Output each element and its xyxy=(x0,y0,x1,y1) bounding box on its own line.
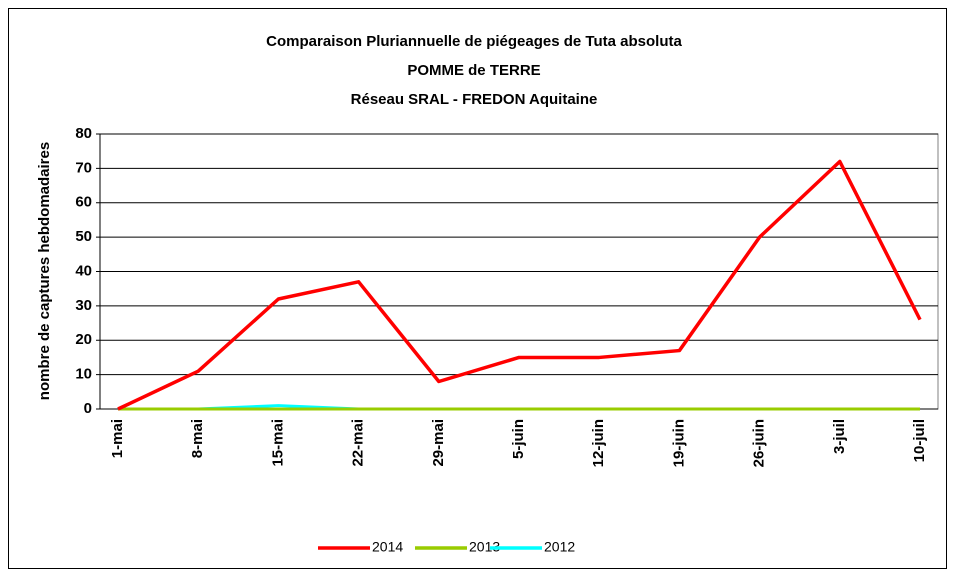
y-tick-label: 30 xyxy=(75,297,92,314)
x-tick-label: 12-juin xyxy=(590,419,607,467)
x-tick-label: 26-juin xyxy=(751,419,768,467)
chart-title: Réseau SRAL - FREDON Aquitaine xyxy=(351,91,598,108)
x-tick-label: 29-mai xyxy=(430,419,447,467)
x-tick-label: 10-juil xyxy=(911,419,928,462)
legend-label: 2013 xyxy=(469,539,500,555)
chart-title: Comparaison Pluriannuelle de piégeages d… xyxy=(266,33,682,50)
y-tick-label: 20 xyxy=(75,331,92,348)
x-tick-label: 19-juin xyxy=(670,419,687,467)
x-tick-label: 1-mai xyxy=(109,419,126,458)
y-tick-label: 60 xyxy=(75,194,92,211)
legend-label: 2012 xyxy=(544,539,575,555)
y-tick-label: 70 xyxy=(75,159,92,176)
y-tick-label: 50 xyxy=(75,228,92,245)
x-tick-label: 3-juil xyxy=(831,419,848,454)
chart-title: POMME de TERRE xyxy=(407,62,540,79)
legend-label: 2014 xyxy=(372,539,403,555)
x-tick-label: 5-juin xyxy=(510,419,527,459)
x-tick-label: 15-mai xyxy=(269,419,286,467)
series-line xyxy=(117,159,922,411)
y-axis-label: nombre de captures hebdomadaires xyxy=(36,142,53,400)
y-tick-label: 0 xyxy=(84,400,92,417)
y-tick-label: 40 xyxy=(75,262,92,279)
y-tick-label: 10 xyxy=(75,366,92,383)
x-tick-label: 22-mai xyxy=(350,419,367,467)
x-tick-label: 8-mai xyxy=(189,419,206,458)
y-tick-label: 80 xyxy=(75,125,92,142)
